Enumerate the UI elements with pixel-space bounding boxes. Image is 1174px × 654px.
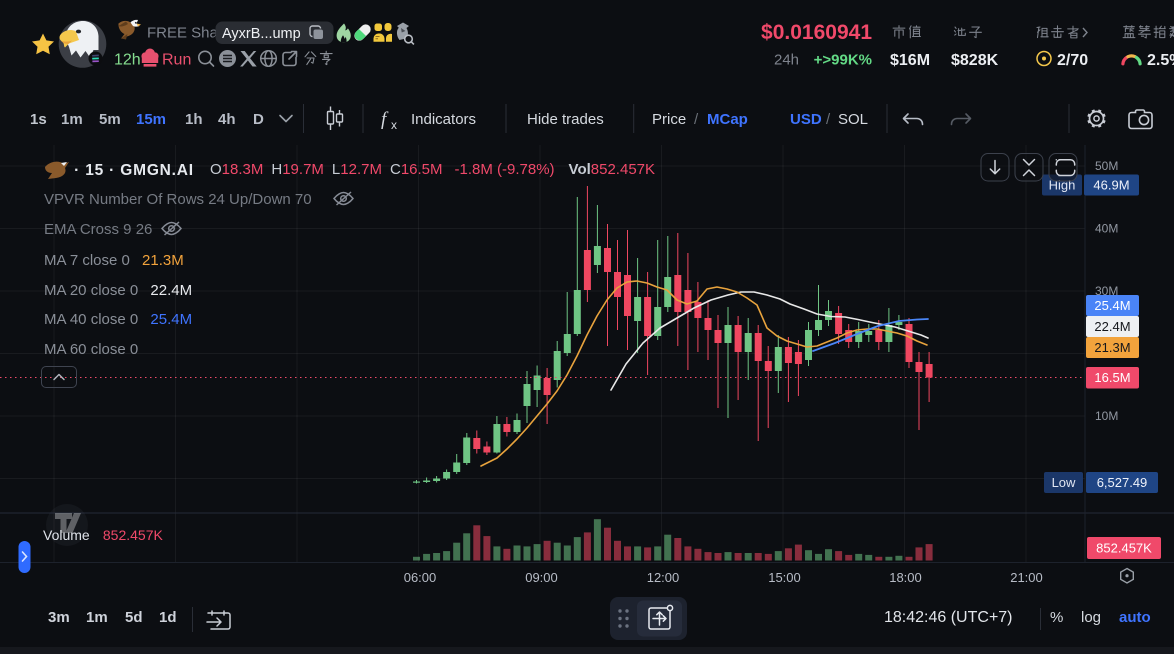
svg-text:46.9M: 46.9M (1093, 177, 1129, 192)
svg-text:/: / (826, 111, 831, 128)
svg-text:FREE Sha: FREE Sha (147, 25, 219, 42)
svg-text:24h: 24h (774, 52, 799, 69)
svg-text:1s: 1s (30, 111, 47, 128)
svg-text:Price: Price (652, 111, 686, 128)
svg-text:Hide trades: Hide trades (527, 111, 604, 128)
svg-text:6,527.49: 6,527.49 (1097, 475, 1148, 490)
svg-text:SOL: SOL (838, 111, 868, 128)
svg-text:25.4M: 25.4M (1094, 298, 1130, 313)
svg-text:Run: Run (162, 52, 191, 69)
svg-text:852.457K: 852.457K (1096, 540, 1152, 555)
svg-text:15:00: 15:00 (768, 570, 801, 585)
svg-text:30M: 30M (1095, 284, 1118, 298)
svg-text:5m: 5m (99, 111, 121, 128)
svg-text:MCap: MCap (707, 111, 748, 128)
svg-text:USD: USD (790, 111, 822, 128)
svg-text:D: D (253, 111, 264, 128)
svg-text:15m: 15m (136, 111, 166, 128)
svg-text:+>99K%: +>99K% (814, 52, 872, 69)
svg-text:Low: Low (1052, 475, 1076, 490)
svg-text:21:00: 21:00 (1010, 570, 1043, 585)
svg-text:2.5%: 2.5% (1147, 52, 1174, 69)
svg-text:09:00: 09:00 (525, 570, 558, 585)
svg-text:50M: 50M (1095, 159, 1118, 173)
svg-text:21.3M: 21.3M (1094, 340, 1130, 355)
svg-text:06:00: 06:00 (404, 570, 437, 585)
svg-text:22.4M: 22.4M (1094, 319, 1130, 334)
svg-text:10M: 10M (1095, 409, 1118, 423)
svg-text:AyxrB...ump: AyxrB...ump (222, 26, 301, 42)
svg-text:Indicators: Indicators (411, 111, 476, 128)
svg-text:40M: 40M (1095, 222, 1118, 236)
svg-text:4h: 4h (218, 111, 236, 128)
svg-text:12:00: 12:00 (647, 570, 680, 585)
svg-text:f: f (381, 109, 389, 130)
svg-text:1m: 1m (61, 111, 83, 128)
svg-text:1h: 1h (185, 111, 203, 128)
svg-text:/: / (694, 111, 699, 128)
svg-text:18:00: 18:00 (889, 570, 922, 585)
svg-text:$828K: $828K (951, 52, 999, 69)
svg-text:16.5M: 16.5M (1094, 370, 1130, 385)
svg-text:2/70: 2/70 (1057, 52, 1088, 69)
svg-text:x: x (391, 118, 397, 132)
svg-text:12h: 12h (114, 52, 141, 69)
svg-text:$0.0160941: $0.0160941 (761, 21, 872, 44)
svg-text:$16M: $16M (890, 52, 930, 69)
